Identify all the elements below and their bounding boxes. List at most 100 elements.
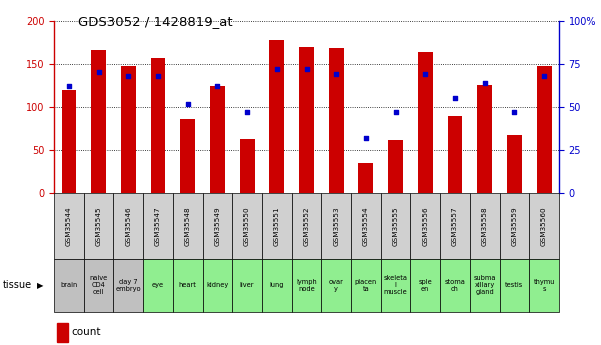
Bar [381,259,410,312]
Text: lung: lung [270,283,284,288]
Bar [143,259,173,312]
Bar [173,193,203,259]
Bar [232,259,262,312]
Point [302,66,311,72]
Text: GSM35547: GSM35547 [155,206,161,246]
Bar [440,193,470,259]
Point [480,80,489,86]
Text: liver: liver [240,283,254,288]
Text: naive
CD4
cell: naive CD4 cell [90,276,108,295]
Text: GSM35548: GSM35548 [185,206,191,246]
Point [183,101,192,106]
Bar [54,259,84,312]
Text: GSM35551: GSM35551 [274,206,280,246]
Text: GSM35553: GSM35553 [333,206,339,246]
Bar [114,259,143,312]
Text: GSM35545: GSM35545 [96,206,102,246]
Text: GSM35546: GSM35546 [126,206,132,246]
Bar [358,163,373,193]
Bar [180,119,195,193]
Bar [322,259,351,312]
Bar [262,259,291,312]
Text: GSM35560: GSM35560 [541,206,547,246]
Bar [440,259,470,312]
Bar [84,193,114,259]
Bar [410,193,440,259]
Bar [203,193,232,259]
Bar [203,259,232,312]
Bar [529,259,559,312]
Point [213,83,222,89]
Bar [381,193,410,259]
Bar [54,193,84,259]
Bar [388,140,403,193]
Text: stoma
ch: stoma ch [445,279,465,292]
Point [94,70,103,75]
Bar [232,193,262,259]
Bar [143,193,173,259]
Point [450,96,460,101]
Text: GSM35555: GSM35555 [392,206,398,246]
Bar [114,193,143,259]
Bar [351,193,381,259]
Bar [499,193,529,259]
Text: GSM35559: GSM35559 [511,206,517,246]
Bar [240,139,255,193]
Text: skeleta
l
muscle: skeleta l muscle [383,276,407,295]
Bar [262,193,291,259]
Bar [499,259,529,312]
Bar [173,259,203,312]
Text: count: count [71,327,100,337]
Text: thymu
s: thymu s [534,279,555,292]
Text: brain: brain [60,283,78,288]
Bar [537,66,552,193]
Point [272,66,282,72]
Bar [84,259,114,312]
Bar [299,48,314,193]
Bar [477,86,492,193]
Point [124,73,133,79]
Point [64,83,74,89]
Bar [61,90,76,193]
Text: placen
ta: placen ta [355,279,377,292]
Point [539,73,549,79]
Text: day 7
embryо: day 7 embryо [115,279,141,292]
Text: GSM35556: GSM35556 [423,206,429,246]
Text: eye: eye [152,283,164,288]
Text: ovar
y: ovar y [329,279,344,292]
Bar [529,193,559,259]
Text: GSM35554: GSM35554 [363,206,369,246]
Bar [91,50,106,193]
Bar [507,136,522,193]
Point [153,73,163,79]
Bar [418,52,433,193]
Point [391,109,400,115]
Point [510,109,519,115]
Bar [410,259,440,312]
Text: kidney: kidney [206,283,228,288]
Point [421,71,430,77]
Text: lymph
node: lymph node [296,279,317,292]
Text: ▶: ▶ [37,281,44,290]
Text: GSM35558: GSM35558 [481,206,487,246]
Bar [470,259,499,312]
Bar [322,193,351,259]
Bar [470,193,499,259]
Bar [448,116,462,193]
Text: GDS3052 / 1428819_at: GDS3052 / 1428819_at [78,16,233,29]
Bar [269,40,284,193]
Text: tissue: tissue [3,280,32,290]
Bar [291,259,322,312]
Text: GSM35557: GSM35557 [452,206,458,246]
Bar [151,58,165,193]
Text: GSM35549: GSM35549 [215,206,221,246]
Point [331,71,341,77]
Bar [351,259,381,312]
Bar [121,66,136,193]
Text: GSM35552: GSM35552 [304,206,310,246]
Point [361,135,371,141]
Text: heart: heart [178,283,197,288]
Text: GSM35550: GSM35550 [244,206,250,246]
Bar [210,86,225,193]
Text: subma
xillary
gland: subma xillary gland [474,276,496,295]
